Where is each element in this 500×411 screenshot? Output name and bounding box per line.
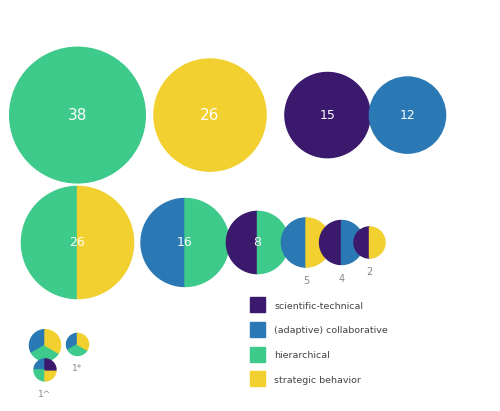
Text: 12: 12 <box>400 109 415 122</box>
Polygon shape <box>45 330 60 353</box>
Polygon shape <box>34 370 45 381</box>
Text: (adaptive) collaborative: (adaptive) collaborative <box>274 326 388 335</box>
Text: 38: 38 <box>68 108 87 122</box>
Text: 2: 2 <box>42 370 48 379</box>
Text: 8: 8 <box>254 236 262 249</box>
Text: 2: 2 <box>366 267 372 277</box>
Ellipse shape <box>154 59 266 171</box>
Polygon shape <box>34 359 45 370</box>
Polygon shape <box>306 218 330 267</box>
Polygon shape <box>141 199 185 286</box>
Polygon shape <box>45 370 56 381</box>
Text: 16: 16 <box>177 236 193 249</box>
Polygon shape <box>258 211 288 274</box>
Polygon shape <box>320 220 342 265</box>
Text: 1^: 1^ <box>38 390 52 399</box>
Polygon shape <box>68 344 87 356</box>
Text: 1*: 1* <box>72 365 83 374</box>
Text: scientific-technical: scientific-technical <box>274 302 363 311</box>
Polygon shape <box>66 333 78 350</box>
Polygon shape <box>78 333 88 350</box>
Text: 15: 15 <box>320 109 336 122</box>
Polygon shape <box>354 227 370 258</box>
Polygon shape <box>342 220 363 265</box>
Polygon shape <box>226 211 258 274</box>
Bar <box>250 347 265 362</box>
Bar <box>250 322 265 337</box>
Text: strategic behavior: strategic behavior <box>274 376 361 385</box>
Ellipse shape <box>285 72 370 158</box>
Polygon shape <box>22 187 78 298</box>
Polygon shape <box>30 330 45 353</box>
Polygon shape <box>282 218 306 267</box>
Bar <box>250 298 265 312</box>
Bar <box>250 372 265 386</box>
Polygon shape <box>45 359 56 370</box>
Text: 5: 5 <box>303 276 309 286</box>
Polygon shape <box>32 345 58 361</box>
Polygon shape <box>78 187 134 298</box>
Text: hierarchical: hierarchical <box>274 351 330 360</box>
Polygon shape <box>185 199 229 286</box>
Text: 4: 4 <box>338 274 344 284</box>
Polygon shape <box>370 227 385 258</box>
Text: 26: 26 <box>70 236 86 249</box>
Ellipse shape <box>10 47 145 183</box>
Ellipse shape <box>370 77 446 153</box>
Text: 26: 26 <box>200 108 220 122</box>
